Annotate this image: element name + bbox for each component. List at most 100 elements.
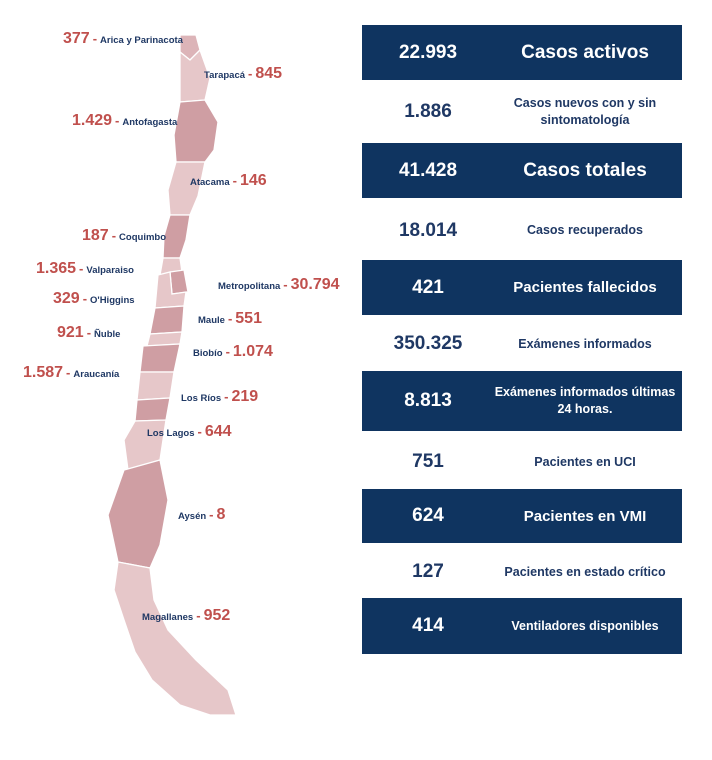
region-value: 30.794 (290, 276, 340, 293)
region-label-aysen: Aysén -8 (178, 506, 225, 524)
region-dash: - (227, 311, 233, 326)
region-dash: - (66, 365, 71, 380)
region-label-maule: Maule -551 (198, 310, 262, 328)
region-dash: - (197, 424, 202, 439)
stat-label: Casos recuperados (526, 223, 644, 237)
region-label-metropolitana: Metropolitana -30.794 (218, 276, 340, 294)
region-value: 1.365 (36, 260, 77, 277)
region-name: Los Ríos (181, 393, 222, 404)
region-value: 952 (203, 607, 231, 624)
region-label-tarapaca: Tarapacá -845 (204, 65, 282, 83)
map-region-aysen (107, 459, 169, 569)
region-label-losrios: Los Ríos -219 (181, 388, 258, 406)
stat-label: Casos activos (521, 41, 649, 63)
stat-value: 8.813 (404, 390, 452, 411)
region-value: 1.587 (23, 364, 64, 381)
stat-pacientes-fallecidos: 421 Pacientes fallecidos (362, 260, 682, 315)
region-label-valparaiso: 1.365- Valparaiso (36, 260, 134, 278)
stat-examenes-24h: 8.813 Exámenes informados últimas 24 hora… (362, 371, 682, 431)
region-label-atacama: Atacama -146 (190, 172, 267, 190)
region-dash: - (115, 113, 120, 128)
stat-pacientes-uci: 751 Pacientes en UCI (362, 434, 682, 490)
region-dash: - (82, 291, 88, 306)
stat-label: Pacientes en VMI (523, 507, 647, 525)
region-dash: - (196, 608, 201, 623)
region-name: Atacama (190, 177, 230, 188)
stat-label: Pacientes en estado crítico (504, 564, 666, 579)
region-dash: - (225, 344, 230, 359)
region-label-arica: 377- Arica y Parinacota (63, 30, 183, 48)
stat-casos-recuperados: 18.014 Casos recuperados (362, 203, 682, 258)
region-label-coquimbo: 187- Coquimbo (82, 227, 166, 245)
region-name: Metropolitana (218, 281, 281, 292)
stat-value: 751 (412, 451, 444, 472)
stat-label: Casos nuevos con y sin sintomatología (513, 96, 657, 127)
map-region-magallanes (113, 561, 237, 716)
region-name: O'Higgins (90, 295, 135, 306)
region-name: Coquimbo (119, 232, 167, 243)
stat-pacientes-critico: 127 Pacientes en estado crítico (362, 545, 682, 599)
region-value: 187 (82, 227, 109, 244)
region-name: Aysén (178, 511, 207, 522)
region-value: 219 (231, 388, 259, 405)
region-dash: - (248, 66, 253, 81)
stat-value: 127 (412, 561, 444, 582)
region-dash: - (283, 277, 288, 292)
region-name: Antofagasta (122, 117, 178, 128)
region-label-magallanes: Magallanes -952 (142, 607, 230, 625)
region-name: Los Lagos (147, 428, 195, 439)
region-value: 146 (239, 172, 267, 189)
stat-pacientes-vmi: 624 Pacientes en VMI (362, 489, 682, 543)
region-name: Ñuble (94, 329, 121, 340)
region-value: 1.429 (72, 112, 113, 129)
region-dash: - (86, 325, 92, 340)
stat-value: 41.428 (398, 159, 458, 181)
stat-ventiladores: 414 Ventiladores disponibles (362, 598, 682, 654)
region-value: 845 (255, 65, 283, 82)
region-dash: - (209, 507, 214, 522)
region-label-biobio: Biobío -1.074 (193, 343, 273, 361)
stat-casos-nuevos: 1.886 Casos nuevos con y sin sintomatolog… (362, 84, 682, 140)
stat-value: 1.886 (404, 101, 452, 122)
region-dash: - (111, 228, 117, 243)
region-name: Biobío (193, 348, 223, 359)
stat-label: Exámenes informados últimas 24 horas. (494, 385, 676, 416)
stat-label: Pacientes en UCI (534, 454, 636, 469)
stat-label: Casos totales (523, 159, 647, 181)
region-value: 329 (53, 290, 80, 307)
map-region-antofagasta (173, 99, 219, 163)
stat-label: Exámenes informados (518, 336, 652, 351)
region-value: 921 (57, 324, 84, 341)
stat-value: 414 (412, 615, 444, 636)
region-value: 644 (204, 423, 232, 440)
region-name: Maule (198, 315, 225, 326)
region-value: 8 (216, 506, 226, 523)
stat-examenes-informados: 350.325 Exámenes informados (362, 316, 682, 372)
stat-casos-totales: 41.428 Casos totales (362, 143, 682, 198)
region-name: Valparaiso (86, 265, 134, 276)
region-label-ohiggins: 329- O'Higgins (53, 290, 135, 308)
stat-label: Ventiladores disponibles (511, 618, 659, 633)
stat-label: Pacientes fallecidos (513, 279, 657, 296)
region-name: Araucanía (73, 369, 120, 380)
stat-casos-activos: 22.993 Casos activos (362, 25, 682, 80)
region-label-nuble: 921- Ñuble (57, 324, 120, 342)
region-value: 377 (63, 30, 90, 47)
region-name: Tarapacá (204, 70, 246, 81)
region-label-antofagasta: 1.429- Antofagasta (72, 112, 177, 130)
region-label-araucania: 1.587- Araucanía (23, 364, 119, 382)
stat-value: 18.014 (398, 219, 458, 241)
region-dash: - (92, 31, 98, 46)
stat-value: 421 (412, 276, 444, 298)
map-region-biobio (139, 343, 181, 373)
stat-value: 624 (412, 505, 444, 526)
region-dash: - (224, 389, 229, 404)
map-region-metropolitana (169, 269, 189, 295)
map-region-coquimbo (162, 214, 191, 259)
region-dash: - (79, 261, 84, 276)
region-name: Arica y Parinacota (100, 35, 183, 46)
map-region-losrios (134, 397, 171, 422)
region-label-loslagos: Los Lagos -644 (147, 423, 232, 441)
map-region-maule (149, 305, 185, 335)
